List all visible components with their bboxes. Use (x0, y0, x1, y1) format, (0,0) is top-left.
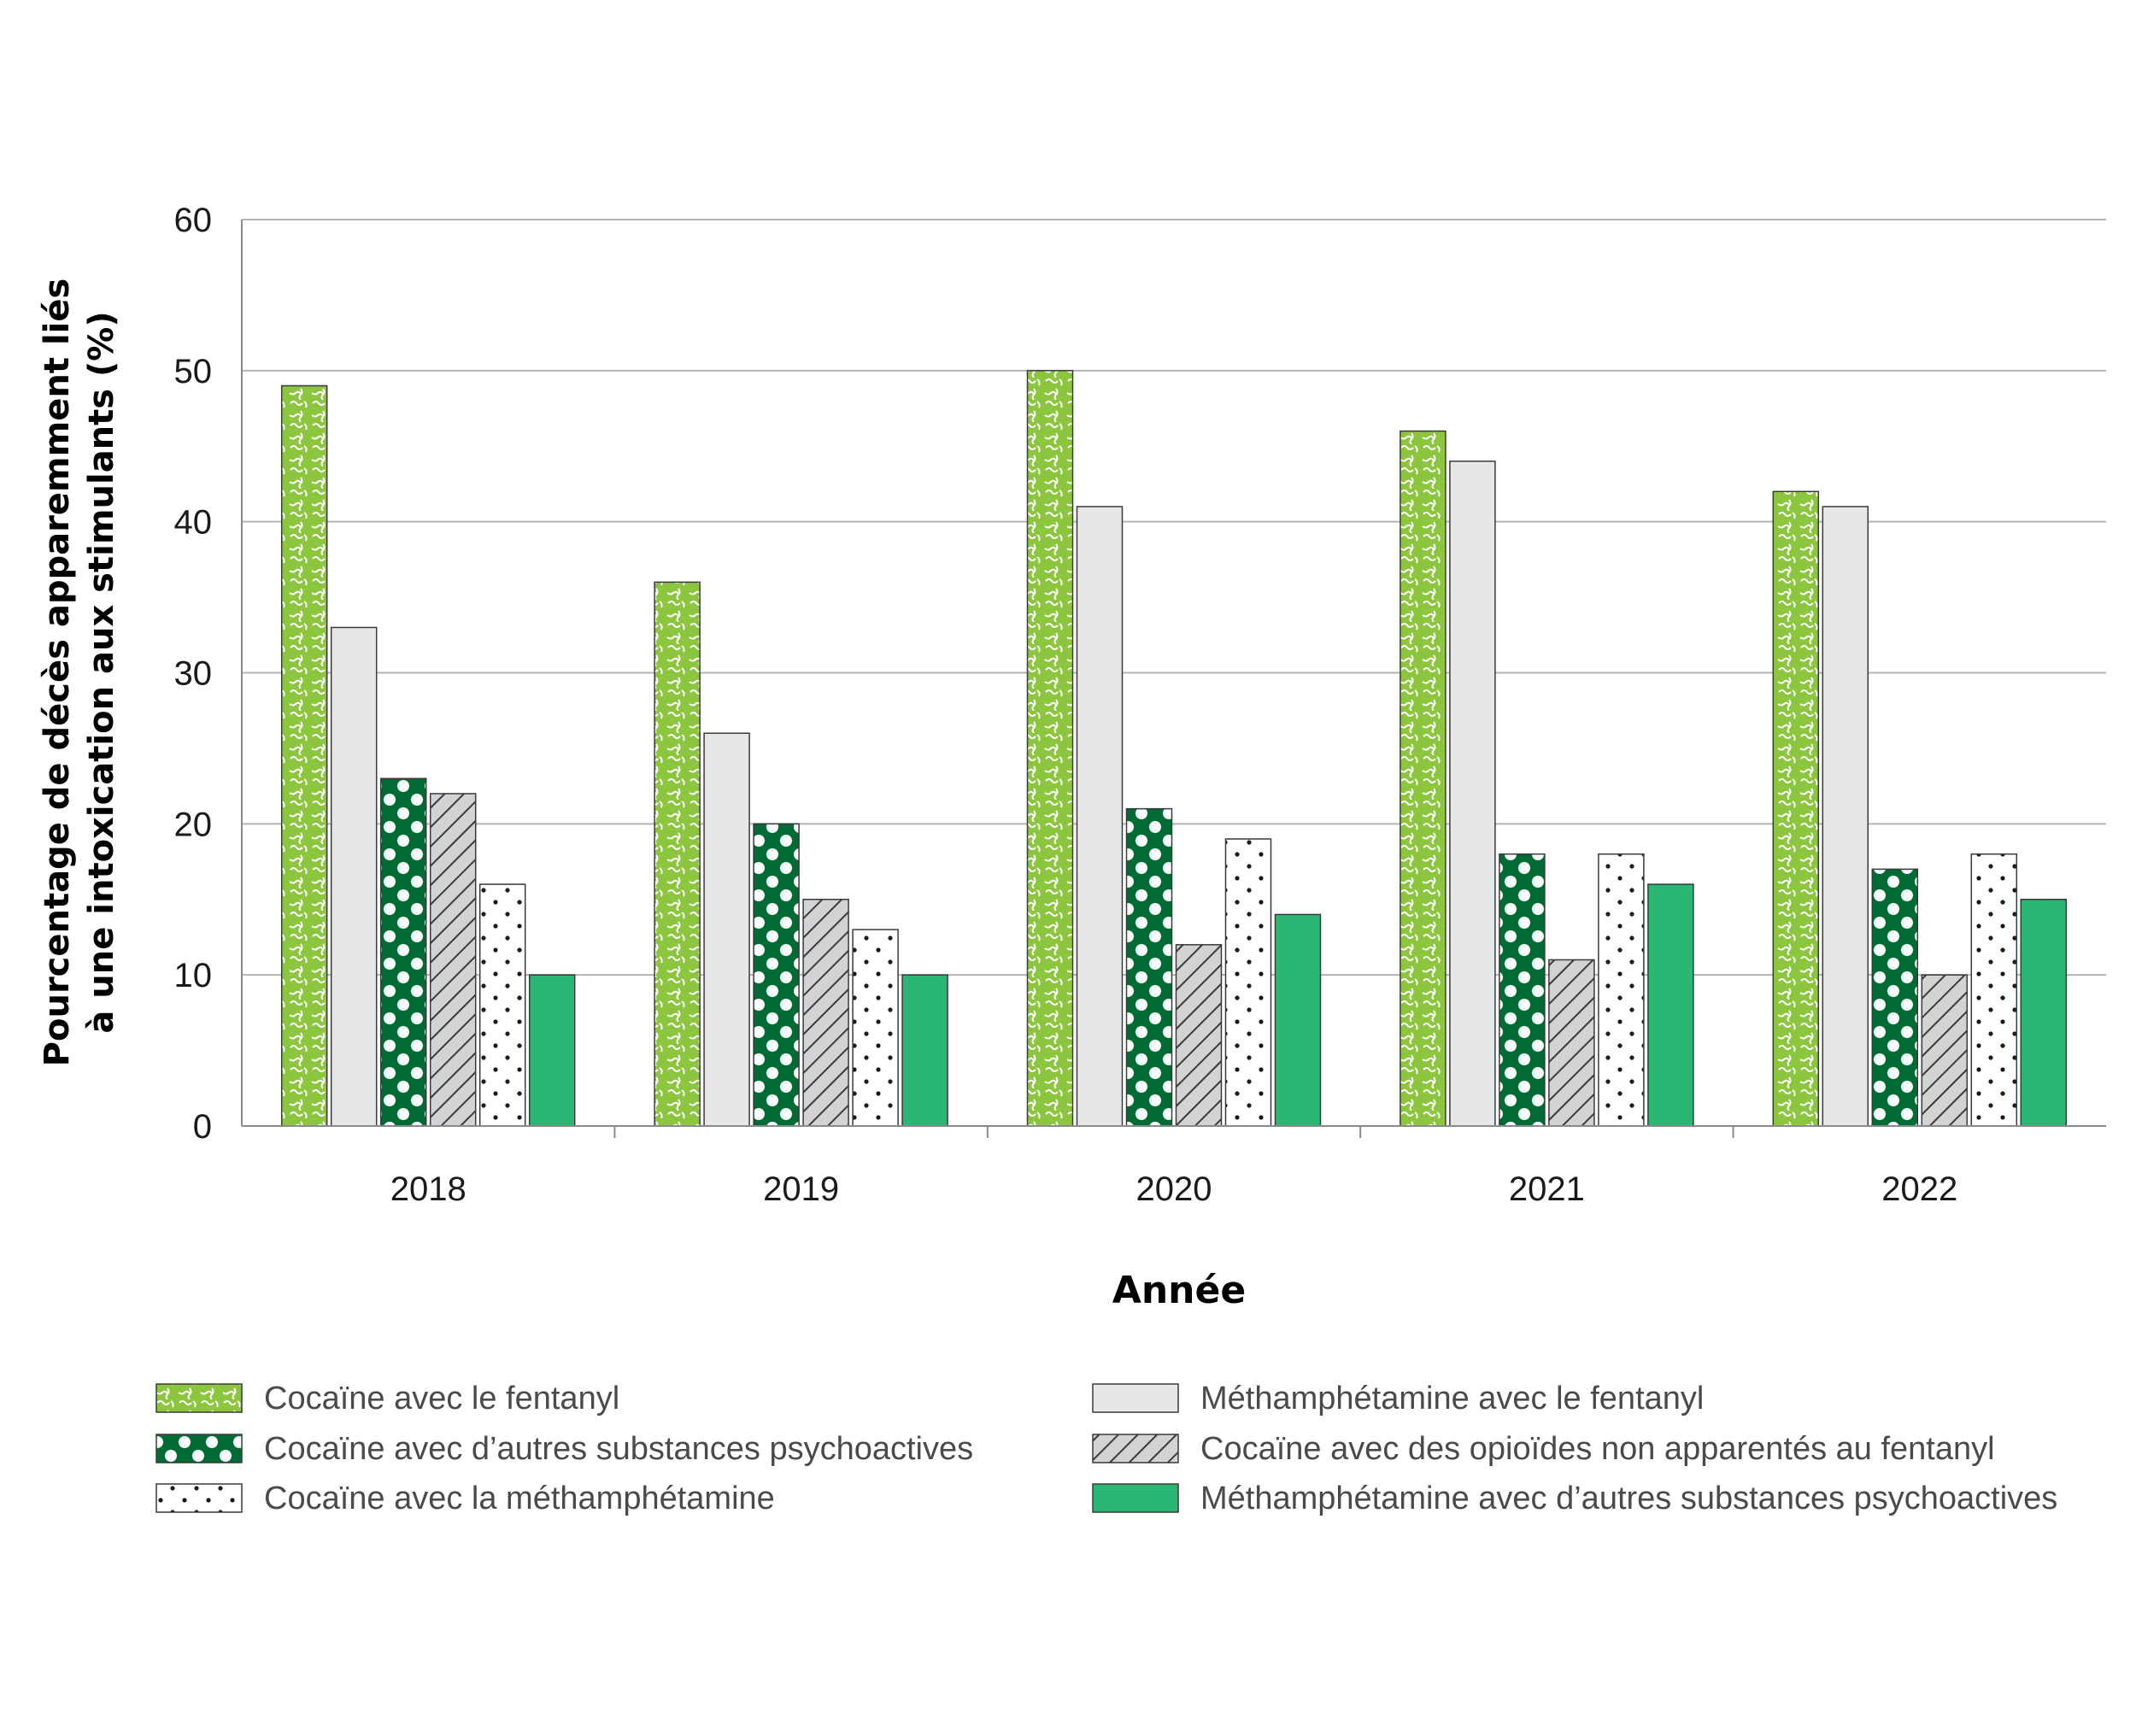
legend-swatch (1092, 1434, 1179, 1463)
bar-2018-series-4 (429, 793, 477, 1127)
legend-swatch (156, 1483, 243, 1513)
bar-2019-series-1 (654, 581, 701, 1127)
bar-2022-series-5 (1970, 853, 2018, 1127)
bars (280, 370, 2068, 1127)
bar-2020-series-6 (1274, 913, 1322, 1127)
bar-2022-series-4 (1921, 974, 1969, 1127)
bar-2019-series-3 (753, 823, 800, 1127)
legend-label: Méthamphétamine avec d’autres substances… (1200, 1481, 2057, 1516)
bar-2019-series-4 (802, 899, 849, 1127)
bar-2020-series-1 (1026, 370, 1074, 1127)
bar-2021-series-4 (1548, 959, 1595, 1127)
bar-2020-series-5 (1224, 838, 1272, 1127)
legend-label: Cocaïne avec des opioïdes non apparentés… (1200, 1431, 1995, 1467)
y-axis-title-line: à une intoxication aux stimulants (%) (82, 311, 121, 1033)
bar-2020-series-4 (1175, 944, 1223, 1127)
y-tick-label: 10 (174, 957, 213, 994)
legend-swatch (156, 1434, 243, 1463)
legend-swatch (1092, 1483, 1179, 1513)
x-tick-label: 2022 (1881, 1170, 1957, 1208)
y-axis-title: Pourcentage de décès apparemment liés à u… (38, 279, 121, 1067)
bar-2018-series-1 (280, 384, 328, 1127)
y-tick-label: 0 (193, 1108, 212, 1146)
bar-2018-series-2 (330, 626, 378, 1127)
x-tick-label: 2018 (390, 1170, 467, 1208)
y-tick-label: 60 (174, 202, 213, 239)
y-tick-label: 30 (174, 655, 213, 693)
bar-2020-series-3 (1125, 807, 1173, 1127)
bar-2021-series-5 (1598, 853, 1645, 1127)
legend-label: Cocaïne avec la méthamphétamine (264, 1481, 775, 1516)
y-tick-label: 40 (174, 504, 213, 542)
axis-labels: 0 10 20 30 40 50 60 2018 2019 2020 2021 2022 Année Po… (38, 202, 1957, 1312)
bar-2018-series-6 (528, 974, 576, 1127)
legend-label: Cocaïne avec d’autres substances psychoa… (264, 1431, 973, 1467)
axes (241, 220, 2106, 1138)
bar-2020-series-2 (1076, 506, 1124, 1127)
bar-2019-series-6 (901, 974, 948, 1127)
x-axis-title: Année (1112, 1269, 1246, 1312)
bar-2022-series-1 (1772, 490, 1820, 1127)
legend-swatch (1092, 1383, 1179, 1413)
x-tick-label: 2020 (1136, 1170, 1212, 1208)
bar-2022-series-6 (2020, 899, 2068, 1127)
bar-2021-series-6 (1647, 883, 1694, 1127)
bar-2021-series-3 (1499, 853, 1546, 1127)
x-tick-label: 2019 (763, 1170, 839, 1208)
y-axis-title-line: Pourcentage de décès apparemment liés (38, 279, 77, 1067)
legend: Cocaïne avec le fentanyl Méthamphétamine … (156, 1381, 2057, 1516)
bar-2021-series-1 (1400, 430, 1446, 1127)
bar-2022-series-3 (1871, 868, 1919, 1127)
y-tick-label: 20 (174, 806, 213, 843)
bar-2019-series-2 (703, 732, 750, 1127)
bar-2019-series-5 (852, 929, 899, 1127)
bar-2018-series-5 (478, 883, 526, 1127)
legend-swatch (156, 1383, 243, 1413)
legend-label: Cocaïne avec le fentanyl (264, 1381, 619, 1416)
bar-2018-series-3 (379, 777, 427, 1127)
x-tick-label: 2021 (1509, 1170, 1585, 1208)
bar-2021-series-2 (1449, 460, 1496, 1127)
legend-label: Méthamphétamine avec le fentanyl (1200, 1381, 1704, 1416)
y-tick-label: 50 (174, 353, 213, 390)
bar-2022-series-2 (1822, 506, 1869, 1127)
